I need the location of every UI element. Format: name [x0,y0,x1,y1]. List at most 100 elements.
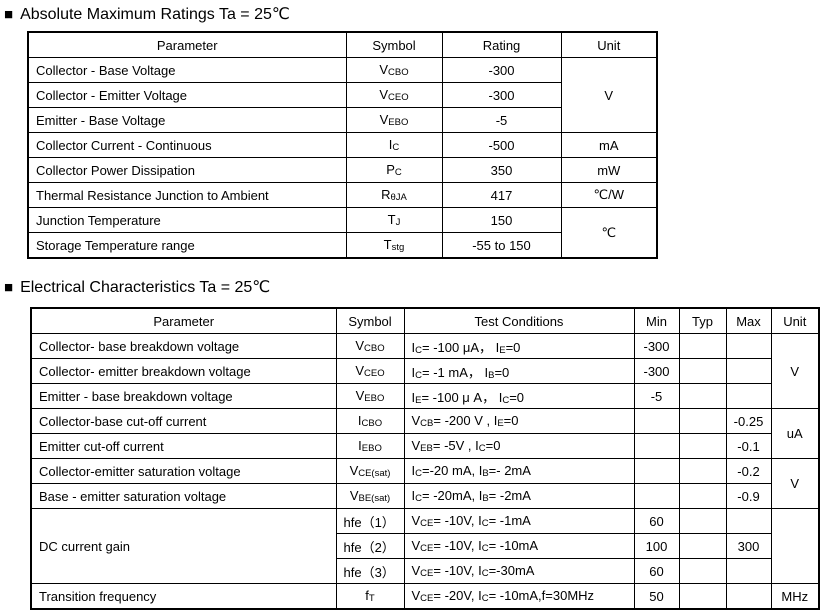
table-row: Base - emitter saturation voltage VBE(sat… [30,483,819,509]
table-row: Collector Power Dissipation PC 350 mW [27,157,658,183]
subscript: C [481,593,489,604]
subscript: B [488,369,495,381]
table-row: Transition frequency fT VCE= -20V, IC= -10… [30,583,820,610]
column-header: Unit [560,31,658,58]
table-cell: -300 [441,57,562,83]
table-cell: -0.25 [725,408,772,434]
subscript: CE [420,518,434,529]
subscript: EBO [364,393,385,404]
subscript: CB [420,418,434,429]
table-cell [725,558,772,584]
table-cell: V [770,333,820,409]
table-cell: IC= -1 mA， IB=0 [403,358,635,384]
table-cell [678,558,727,584]
table-cell: -5 [633,383,680,409]
table-cell [725,358,772,384]
table-cell: hfe（3） [335,558,405,584]
table-cell: MHz [770,583,820,610]
subscript: CE [420,543,434,554]
table-row: Thermal Resistance Junction to Ambient Rθ… [27,182,658,208]
table-cell: TJ [345,207,443,233]
table-cell [678,433,727,459]
table-cell: -55 to 150 [441,232,562,259]
subscript: EBO [361,443,382,454]
column-header: Rating [441,31,562,58]
table-cell: Emitter - Base Voltage [27,107,347,133]
table-cell [678,533,727,559]
table-cell: VCE(sat) [335,458,405,484]
table-cell [725,333,772,359]
table-cell: VCE= -10V, IC=-30mA [403,558,635,584]
table-row: Collector-emitter saturation voltage VCE(… [30,458,820,509]
table-cell [725,383,772,409]
table-cell: 417 [441,182,562,208]
table-row: hfe（3） VCE= -10V, IC=-30mA 60 [31,558,819,584]
subscript: CE [420,593,434,604]
subscript: C [415,468,422,479]
subscript: B [482,493,489,504]
table-cell: VCE= -10V, IC= -10mA [403,533,635,559]
table-cell: 100 [633,533,680,559]
subscript: CBO [388,67,409,78]
table-cell: 150 [441,207,562,233]
subscript: T [368,593,375,604]
subscript: C [481,568,489,579]
table-cell [678,358,727,384]
table-cell: VCBO [335,333,405,359]
table-cell: PC [345,157,443,183]
column-header: Test Conditions [403,307,635,334]
table-cell [725,583,772,610]
table-cell [678,508,727,534]
table-cell: -0.9 [725,483,772,509]
subscript: C [392,142,400,153]
subscript: EBO [388,117,409,128]
subscript: θJA [390,192,407,203]
subscript: C [502,394,510,406]
subscript: CE [420,568,434,579]
table-cell: VCEO [335,358,405,384]
table-cell: IC= -100 μA， IE=0 [403,333,635,359]
table-cell: VCE= -10V, IC= -1mA [403,508,635,534]
table-row: Storage Temperature range Tstg -55 to 150 [27,232,657,259]
table-cell: Base - emitter saturation voltage [30,483,337,509]
subscript: C [415,493,422,504]
subscript: J [395,217,401,228]
table-cell: IEBO [335,433,405,459]
table-cell: Collector-base cut-off current [30,408,337,434]
table-cell: Emitter - base breakdown voltage [30,383,337,409]
table-cell: Collector Power Dissipation [27,157,347,183]
subscript: C [481,518,489,529]
table-cell [633,408,680,434]
table-cell: VCE= -20V, IC= -10mA,f=30MHz [403,583,635,610]
subscript: BE(sat) [358,493,391,504]
column-header: Parameter [30,307,337,334]
table-cell: Emitter cut-off current [30,433,337,459]
table-cell: IC [345,132,443,158]
table-row: Collector Current - Continuous IC -500 mA [27,132,658,158]
subscript: CBO [364,343,385,354]
table-cell: VCB= -200 V , IE=0 [403,408,635,434]
subscript: E [415,394,422,406]
column-header: Symbol [335,307,405,334]
table-cell: Collector-emitter saturation voltage [30,458,337,484]
black-square-icon: ■ [4,5,14,23]
table-cell: ICBO [335,408,405,434]
subscript: EB [420,443,433,454]
table-cell: VEB= -5V , IC=0 [403,433,635,459]
table-cell: VCBO [345,57,443,83]
table-cell: mA [560,132,658,158]
subscript: E [499,344,506,356]
table-cell: Collector - Base Voltage [27,57,347,83]
column-header: Parameter [27,31,347,58]
subscript: CEO [364,368,385,379]
table-row: Collector- base breakdown voltage VCBO IC=… [30,333,820,409]
table-cell: VBE(sat) [335,483,405,509]
table-cell: 300 [725,533,772,559]
table-cell [678,383,727,409]
table-row: Emitter cut-off current IEBO VEB= -5V , IC… [30,433,819,459]
table-cell: VEBO [345,107,443,133]
table-cell: VCEO [345,82,443,108]
table-cell: -500 [441,132,562,158]
table-row: Collector - Base Voltage VCBO -300 V [27,57,658,133]
